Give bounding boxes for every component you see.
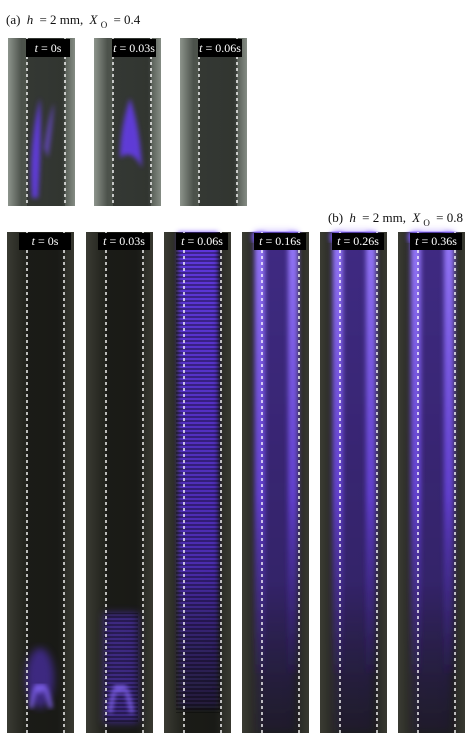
frame-label: t = 0.26s [337,234,379,248]
flame-edge [366,232,376,673]
flame [29,683,53,709]
caption-var: X [411,210,421,225]
frame-background [180,38,247,206]
frame: t = 0.06s [164,232,231,733]
frame: t = 0.36s [398,232,465,733]
caption-var: h [27,12,34,27]
caption-sub: O [423,218,430,228]
label-box [254,233,306,250]
frame: t = 0s [8,38,75,206]
frame-var: t [113,41,117,55]
frame-time: = 0.06s [205,41,241,55]
label-box [19,233,71,250]
frame-time: = 0s [38,234,59,248]
channel [199,38,237,206]
caption-var: X [89,12,99,27]
frame: t = 0.06s [180,38,247,206]
caption-sub: O [101,20,108,30]
frame: t = 0.03s [94,38,161,206]
caption-text: = 2 mm, [39,12,83,27]
flame [120,98,142,168]
frame-label: t = 0s [32,234,59,248]
caption-a: (a) h = 2 mm, X O = 0.4 [6,12,141,31]
flame [31,98,41,198]
frame-background [8,38,75,206]
frame: t = 0.26s [320,232,387,733]
flame [44,103,54,158]
frame-var: t [32,234,36,248]
caption-text: = 0.8 [436,210,463,225]
frame-label: t = 0.03s [103,234,145,248]
frame-var: t [415,234,419,248]
label-box [198,39,242,57]
channel [27,232,64,733]
label-box [176,233,228,250]
caption-label: (b) [328,210,343,225]
frame-label: t = 0.36s [415,234,457,248]
caption-text: = 2 mm, [362,210,406,225]
frame-time: = 0s [41,41,62,55]
frame-label: t = 0.06s [199,41,241,55]
label-box [410,233,462,250]
caption-label: (a) [6,12,20,27]
flame [108,684,134,714]
flame-stripes [176,232,220,713]
frame-var: t [337,234,341,248]
frame-time: = 0.36s [421,234,457,248]
caption-b: (b) h = 2 mm, X O = 0.8 [328,210,463,229]
flame-edge [411,232,421,673]
frame-var: t [259,234,263,248]
frame-label: t = 0.06s [181,234,223,248]
frame: t = 0.03s [86,232,153,733]
frame-time: = 0.03s [109,234,145,248]
flame-edge [255,232,265,673]
frame-label: t = 0s [35,41,62,55]
flame-edge [288,232,298,673]
frame: t = 0s [7,232,74,733]
caption-var: h [349,210,356,225]
label-box [26,39,70,57]
frame-var: t [181,234,185,248]
caption-text: = 0.4 [113,12,140,27]
frame-var: t [35,41,39,55]
frame-var: t [199,41,203,55]
flame-edge [444,232,454,673]
frame-time: = 0.26s [343,234,379,248]
frame-time: = 0.16s [265,234,301,248]
frame-label: t = 0.03s [113,41,155,55]
flame-edge [333,232,343,673]
label-box [112,39,156,57]
frame-label: t = 0.16s [259,234,301,248]
frame-time: = 0.03s [119,41,155,55]
frame-time: = 0.06s [187,234,223,248]
label-box [332,233,384,250]
frame: t = 0.16s [242,232,309,733]
label-box [98,233,150,250]
frame-var: t [103,234,107,248]
